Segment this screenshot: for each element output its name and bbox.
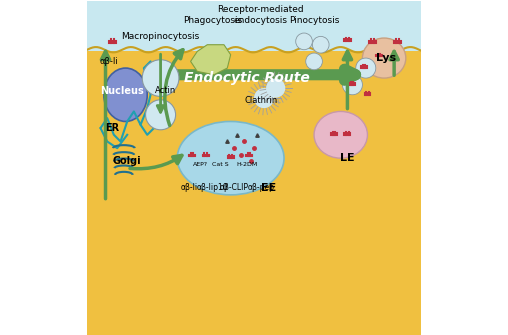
Circle shape <box>312 37 329 53</box>
Text: Nucleus: Nucleus <box>101 86 144 96</box>
Text: Golgi: Golgi <box>112 156 141 166</box>
Ellipse shape <box>362 38 406 78</box>
Circle shape <box>142 60 179 96</box>
Text: LE: LE <box>340 153 355 163</box>
Text: Clathrin: Clathrin <box>244 96 277 105</box>
Text: Cat S: Cat S <box>212 162 229 168</box>
Text: AEP?: AEP? <box>193 162 208 168</box>
Text: αβ-pep: αβ-pep <box>247 183 274 192</box>
FancyBboxPatch shape <box>87 51 421 335</box>
Text: αβ-lip10: αβ-lip10 <box>197 183 228 192</box>
Text: EE: EE <box>262 183 277 193</box>
Circle shape <box>342 75 362 95</box>
Polygon shape <box>190 45 231 75</box>
Circle shape <box>296 33 312 50</box>
Text: Lys: Lys <box>376 53 396 63</box>
Circle shape <box>254 88 274 108</box>
Circle shape <box>146 100 176 130</box>
Text: αβ-Ii: αβ-Ii <box>180 183 198 192</box>
Text: Endocytic Route: Endocytic Route <box>184 71 310 85</box>
Ellipse shape <box>104 68 147 122</box>
Text: Actin: Actin <box>155 86 176 95</box>
Text: αβ-CLIP: αβ-CLIP <box>219 183 248 192</box>
Circle shape <box>266 78 285 98</box>
Text: Macropinocytosis: Macropinocytosis <box>121 32 200 42</box>
Ellipse shape <box>177 122 284 195</box>
FancyBboxPatch shape <box>87 1 421 51</box>
Text: Receptor-mediated
endocytosis: Receptor-mediated endocytosis <box>217 5 304 25</box>
Text: Phagocytosis: Phagocytosis <box>183 16 242 25</box>
Text: Pinocytosis: Pinocytosis <box>289 16 339 25</box>
Ellipse shape <box>314 112 367 158</box>
Circle shape <box>306 53 323 70</box>
Text: ER: ER <box>106 123 120 133</box>
Circle shape <box>356 58 376 78</box>
Text: αβ-Ii: αβ-Ii <box>100 57 118 66</box>
Text: H-2DM: H-2DM <box>237 162 258 168</box>
